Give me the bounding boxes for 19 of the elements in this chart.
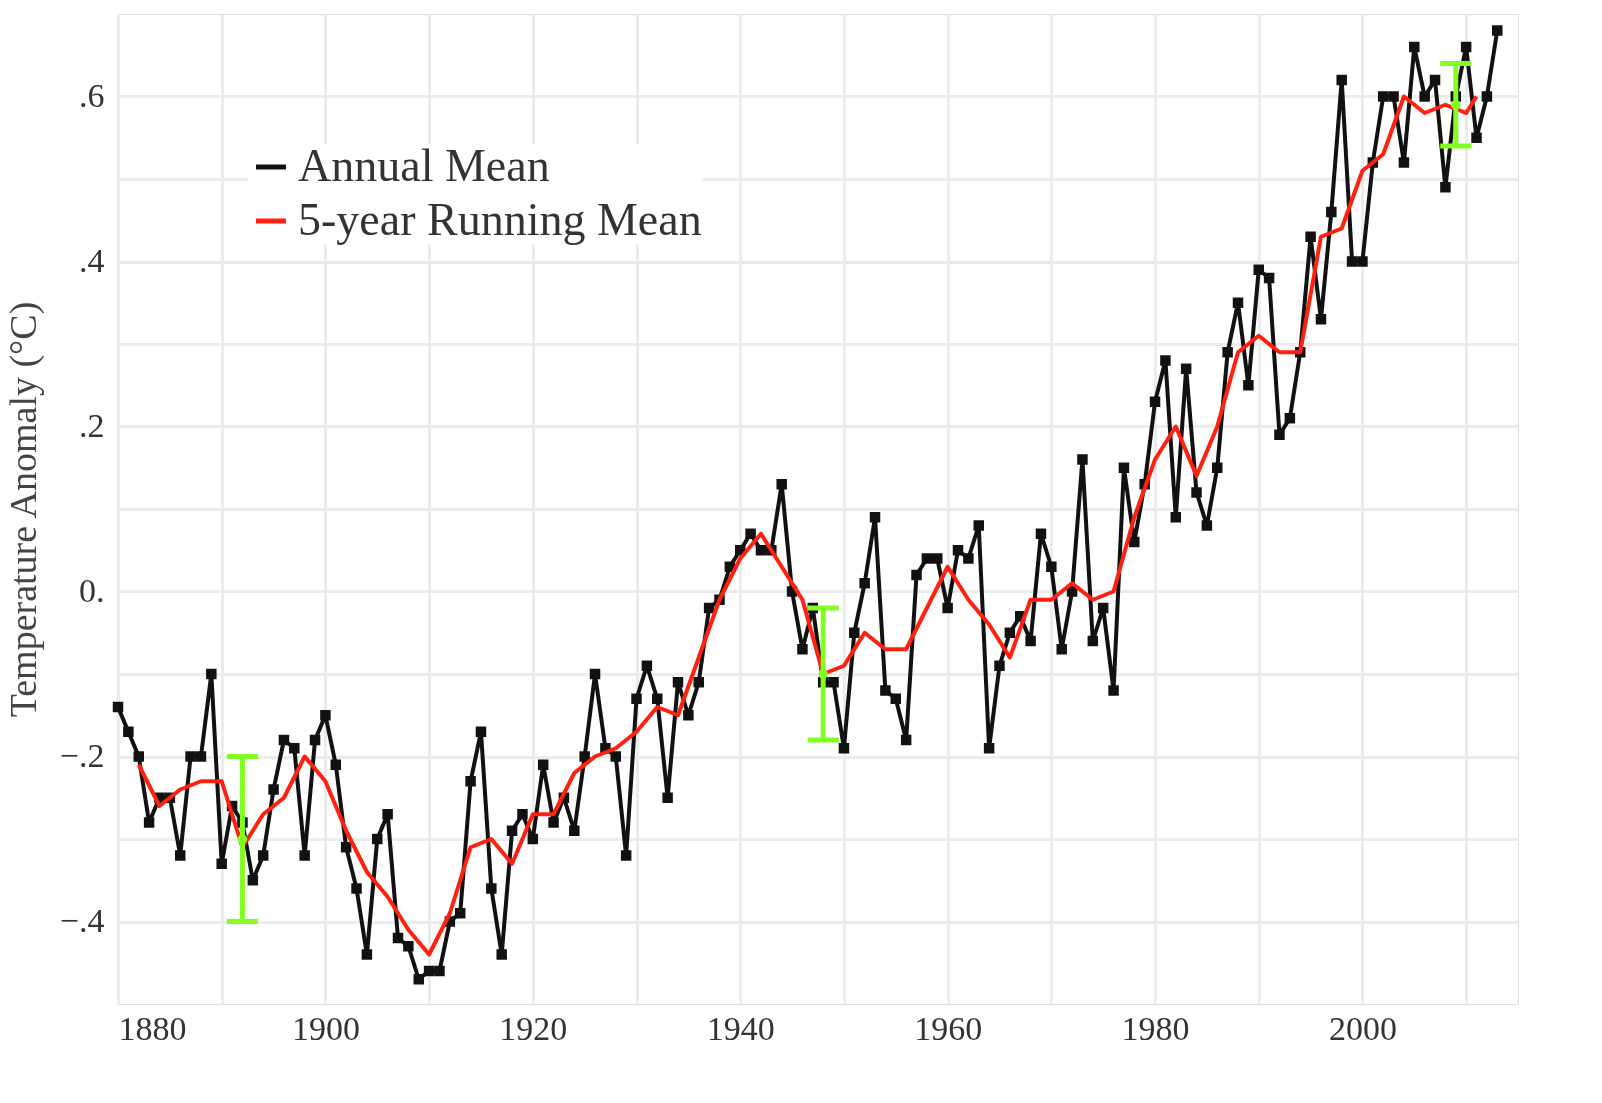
legend-label: 5-year Running Mean: [298, 194, 702, 245]
point: [237, 834, 248, 844]
x-tick-label: 1960: [914, 1009, 983, 1047]
y-tick-label: .2: [79, 407, 105, 444]
y-tick-label: .4: [79, 242, 105, 279]
point: [818, 669, 828, 679]
x-tick-label: 1980: [1121, 1009, 1190, 1047]
legend-label: Annual Mean: [298, 140, 550, 191]
x-tick-label: 2000: [1328, 1009, 1397, 1047]
point: [1451, 100, 1461, 110]
y-axis-title: Temperature Anomaly (°C): [1, 301, 45, 718]
x-tick-label: 1880: [118, 1009, 187, 1047]
x-tick-label: 1920: [499, 1009, 568, 1047]
x-tick-label: 1940: [706, 1009, 775, 1047]
y-tick-label: .6: [79, 77, 105, 114]
y-tick-label: 0.: [79, 572, 105, 609]
x-tick-label: 1900: [291, 1009, 360, 1047]
y-tick-label: −.2: [59, 737, 105, 774]
y-tick-label: −.4: [59, 902, 105, 939]
